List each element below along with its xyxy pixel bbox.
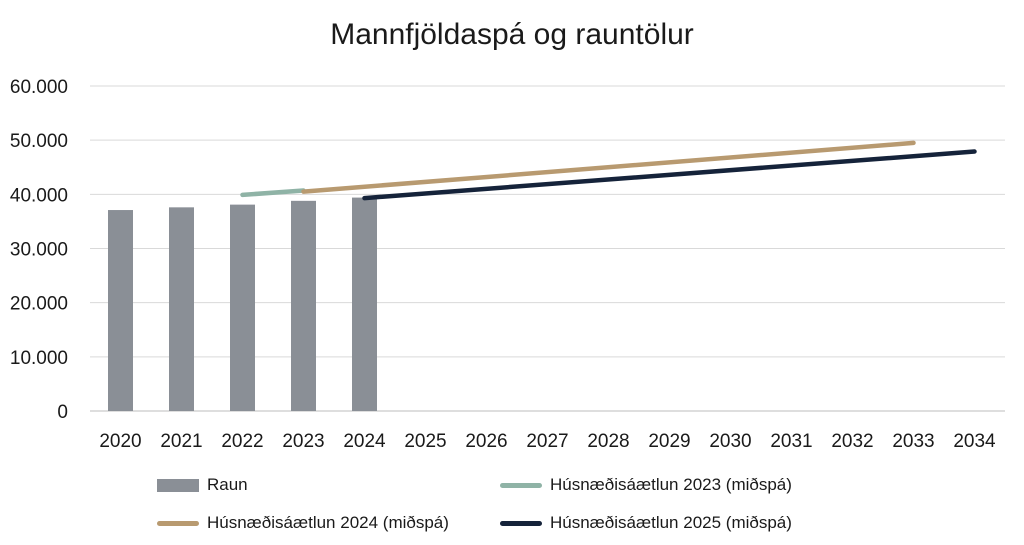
x-tick-label: 2023: [282, 431, 324, 452]
x-tick-label: 2031: [770, 431, 812, 452]
bar-raun-2022: [230, 204, 255, 411]
y-axis-ticks: 0 10.000 20.000 30.000 40.000 50.000 60.000: [10, 77, 68, 423]
line-series-2: [362, 149, 977, 201]
legend-item-2024: Húsnæðisáætlun 2024 (miðspá): [157, 513, 449, 533]
x-axis-ticks: 2020 2021 2022 2023 2024 2025 2026 2027 2028 2029…: [99, 431, 996, 452]
bar-raun-2020: [108, 210, 133, 411]
legend-swatch-line: [157, 520, 199, 526]
chart-title: Mannfjöldaspá og rauntölur: [330, 18, 694, 51]
line-series: [240, 140, 977, 201]
x-tick-label: 2030: [709, 431, 751, 452]
legend-item-2023: Húsnæðisáætlun 2023 (miðspá): [500, 475, 792, 495]
x-tick-label: 2027: [526, 431, 568, 452]
x-tick-label: 2028: [587, 431, 629, 452]
x-tick-label: 2021: [160, 431, 202, 452]
legend-label: Húsnæðisáætlun 2023 (miðspá): [550, 475, 792, 494]
x-tick-label: 2022: [221, 431, 263, 452]
y-tick-label: 60.000: [10, 77, 68, 98]
y-tick-label: 40.000: [10, 185, 68, 206]
bar-raun-2024: [352, 197, 377, 411]
legend-swatch-line: [500, 520, 542, 526]
legend-label: Húsnæðisáætlun 2025 (miðspá): [550, 513, 792, 532]
legend-label: Raun: [207, 475, 248, 494]
legend-swatch-line: [500, 482, 542, 488]
x-tick-label: 2033: [892, 431, 934, 452]
bar-series: [108, 197, 377, 411]
legend-item-2025: Húsnæðisáætlun 2025 (miðspá): [500, 513, 792, 533]
bar-raun-2021: [169, 207, 194, 411]
y-tick-label: 50.000: [10, 131, 68, 152]
line-series-1: [301, 140, 916, 194]
y-tick-label: 10.000: [10, 348, 68, 369]
x-tick-label: 2034: [953, 431, 996, 452]
y-tick-label: 20.000: [10, 294, 68, 315]
line-series-0: [240, 188, 306, 198]
x-tick-label: 2020: [99, 431, 141, 452]
gridlines: [90, 85, 1005, 412]
y-tick-label: 30.000: [10, 240, 68, 261]
x-tick-label: 2025: [404, 431, 446, 452]
y-tick-label: 0: [57, 402, 68, 423]
x-tick-label: 2029: [648, 431, 690, 452]
legend-item-raun: Raun: [157, 475, 248, 495]
legend-label: Húsnæðisáætlun 2024 (miðspá): [207, 513, 449, 532]
legend-swatch-bar: [157, 478, 199, 492]
bar-raun-2023: [291, 200, 316, 411]
x-tick-label: 2024: [343, 431, 386, 452]
x-tick-label: 2026: [465, 431, 507, 452]
x-tick-label: 2032: [831, 431, 873, 452]
